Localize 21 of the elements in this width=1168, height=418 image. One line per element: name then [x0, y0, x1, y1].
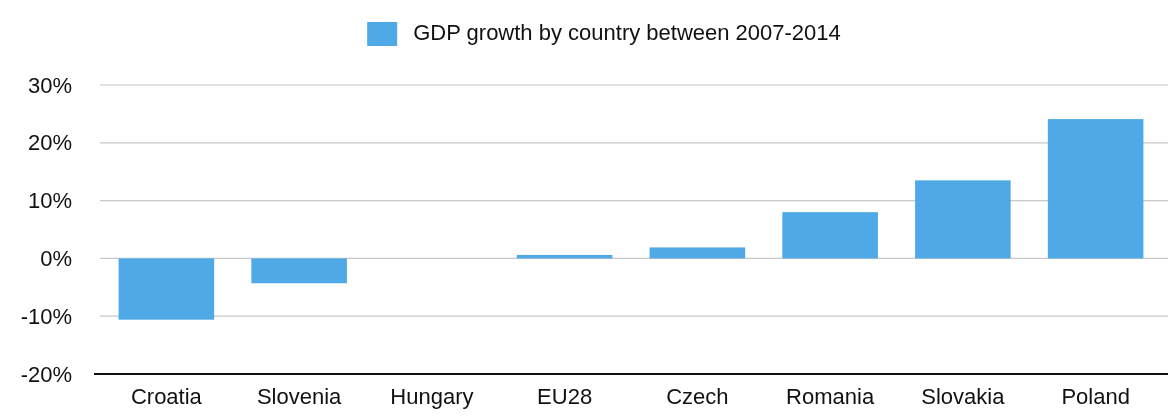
- x-tick-label: Slovenia: [256, 383, 343, 409]
- x-tick-label: Poland: [1061, 383, 1130, 409]
- x-tick-label: Czech: [666, 383, 729, 409]
- y-tick-label: 20%: [27, 130, 72, 156]
- x-tick-label: Slovakia: [921, 383, 1006, 409]
- bar: [251, 258, 347, 284]
- x-tick-label: Croatia: [130, 383, 203, 409]
- y-tick-label: 0%: [40, 245, 72, 271]
- bar: [1047, 119, 1144, 259]
- bar: [118, 258, 215, 320]
- legend-label: GDP growth by country between 2007-2014: [413, 20, 841, 45]
- x-tick-label: Romania: [786, 383, 875, 409]
- x-tick-label: EU28: [537, 383, 593, 409]
- y-tick-label: -20%: [20, 361, 72, 387]
- y-tick-label: 30%: [27, 72, 72, 98]
- bar: [649, 247, 746, 259]
- x-tick-label: Hungary: [390, 383, 474, 409]
- y-tick-label: -10%: [20, 303, 72, 329]
- y-tick-label: 10%: [27, 188, 72, 214]
- bar: [915, 180, 1011, 259]
- bar: [782, 212, 878, 259]
